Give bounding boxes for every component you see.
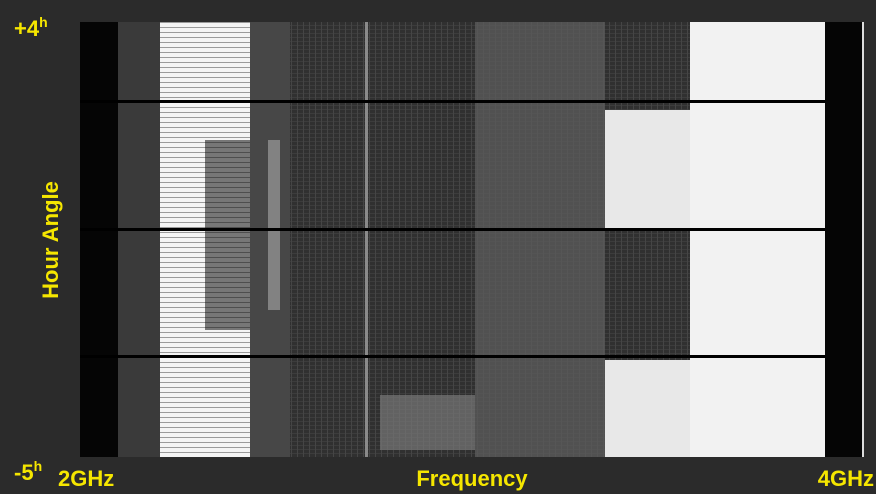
spectrogram	[80, 22, 864, 457]
y-bottom-label: -5h	[14, 458, 42, 485]
x-left-label: 2GHz	[58, 466, 114, 491]
x-right-label: 4GHz	[818, 466, 874, 491]
y-axis-title: Hour Angle	[38, 181, 63, 299]
y-top-label: +4h	[14, 14, 48, 41]
x-axis-title: Frequency	[416, 466, 528, 491]
